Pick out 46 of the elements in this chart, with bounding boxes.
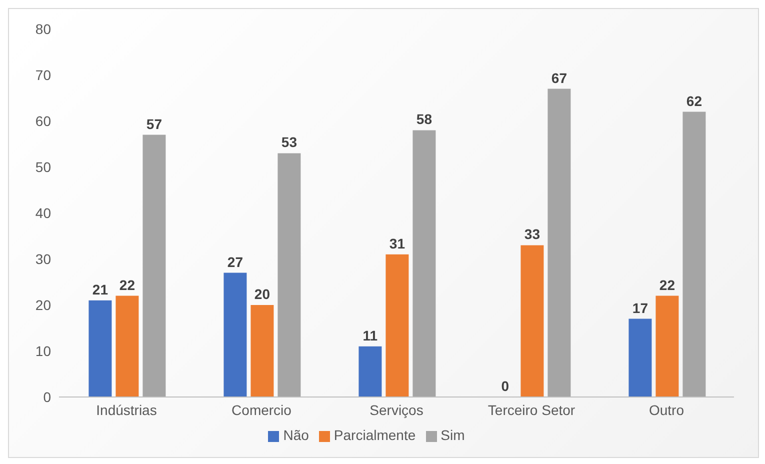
x-tick-label: Outro [648,402,684,418]
data-label: 53 [281,134,298,150]
bar [412,130,436,397]
data-label: 17 [632,300,648,316]
y-tick-label: 70 [35,66,52,83]
data-label: 57 [146,116,162,132]
bar [250,305,274,397]
bar [88,300,112,397]
y-tick-label: 20 [35,296,52,313]
y-tick-label: 40 [35,204,52,221]
y-tick-label: 50 [35,158,52,175]
x-tick-label: Terceiro Setor [488,402,576,418]
data-label: 21 [92,281,108,298]
bar [278,153,301,397]
data-label: 27 [227,254,244,270]
bar [656,296,679,397]
y-tick-label: 10 [35,342,52,359]
data-label: 31 [389,235,406,252]
data-label: 33 [524,226,540,242]
legend-label: Parcialmente [334,427,416,443]
y-tick-label: 30 [35,250,52,267]
x-tick-label: Serviços [370,402,424,418]
x-tick-label: Comercio [232,402,292,418]
bar [224,272,247,397]
data-label: 62 [686,92,702,109]
data-label: 22 [659,276,676,293]
bar [116,296,139,397]
data-label: 67 [551,70,568,86]
legend-label: Sim [440,427,465,443]
legend-label: Não [283,427,309,443]
bar [548,88,571,397]
y-tick-label: 80 [35,20,52,37]
bar [682,112,706,397]
bar [520,245,544,397]
y-tick-label: 60 [35,112,52,129]
bar [358,346,382,397]
data-label: 58 [416,111,432,128]
data-label: 22 [119,276,136,293]
data-label: 0 [501,378,510,394]
data-label: 20 [254,286,270,302]
bar [142,134,166,397]
x-tick-label: Indústrias [96,402,157,418]
data-label: 11 [362,327,378,344]
bar [628,318,652,397]
y-tick-label: 0 [43,388,52,405]
bar [386,254,409,397]
